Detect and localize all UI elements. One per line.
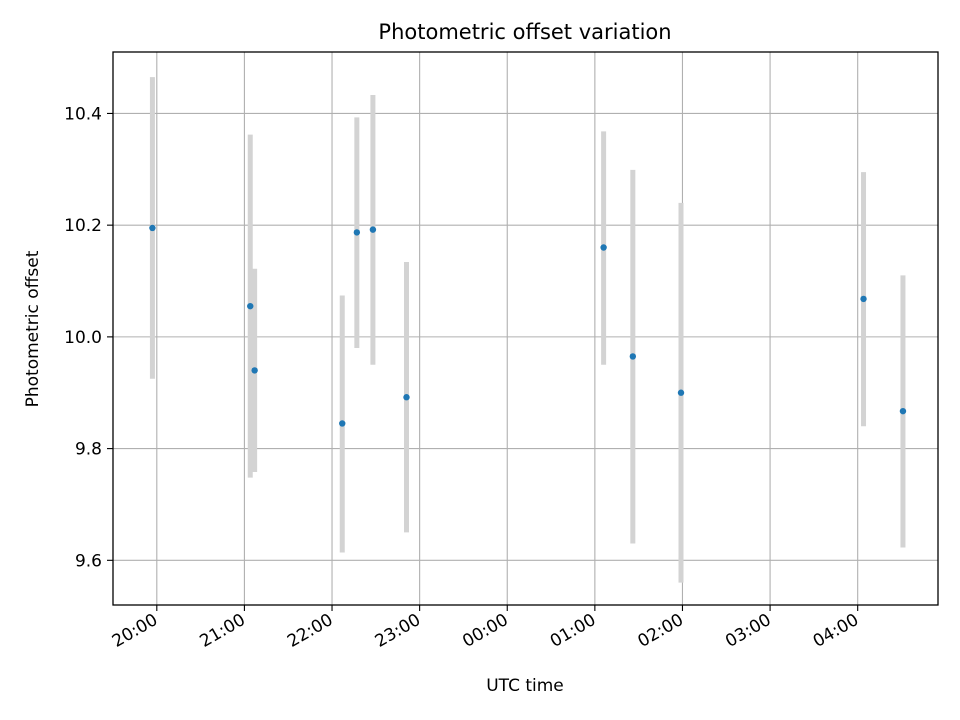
x-axis-title: UTC time — [486, 676, 564, 696]
y-tick-label: 10.0 — [64, 328, 102, 348]
data-point — [369, 226, 377, 233]
data-point — [403, 394, 410, 401]
data-point — [860, 295, 867, 303]
data-point — [353, 229, 361, 236]
data-point — [629, 353, 637, 360]
chart-title: Photometric offset variation — [378, 20, 671, 44]
data-point — [899, 407, 907, 415]
y-tick-label: 9.8 — [75, 440, 102, 460]
data-point — [339, 420, 346, 427]
y-tick-label: 10.4 — [64, 104, 102, 124]
data-point — [251, 367, 258, 374]
plot-frame — [112, 51, 939, 606]
y-axis: 9.6 9.8 10.0 10.2 10.4 — [64, 104, 113, 571]
y-tick-label: 10.2 — [64, 216, 102, 236]
data-point — [247, 302, 254, 310]
point-layer — [149, 224, 907, 427]
data-point — [149, 224, 156, 232]
data-point — [677, 389, 685, 396]
y-tick-label: 9.6 — [75, 551, 102, 571]
y-axis-title: Photometric offset — [23, 250, 43, 407]
data-point — [600, 244, 607, 251]
